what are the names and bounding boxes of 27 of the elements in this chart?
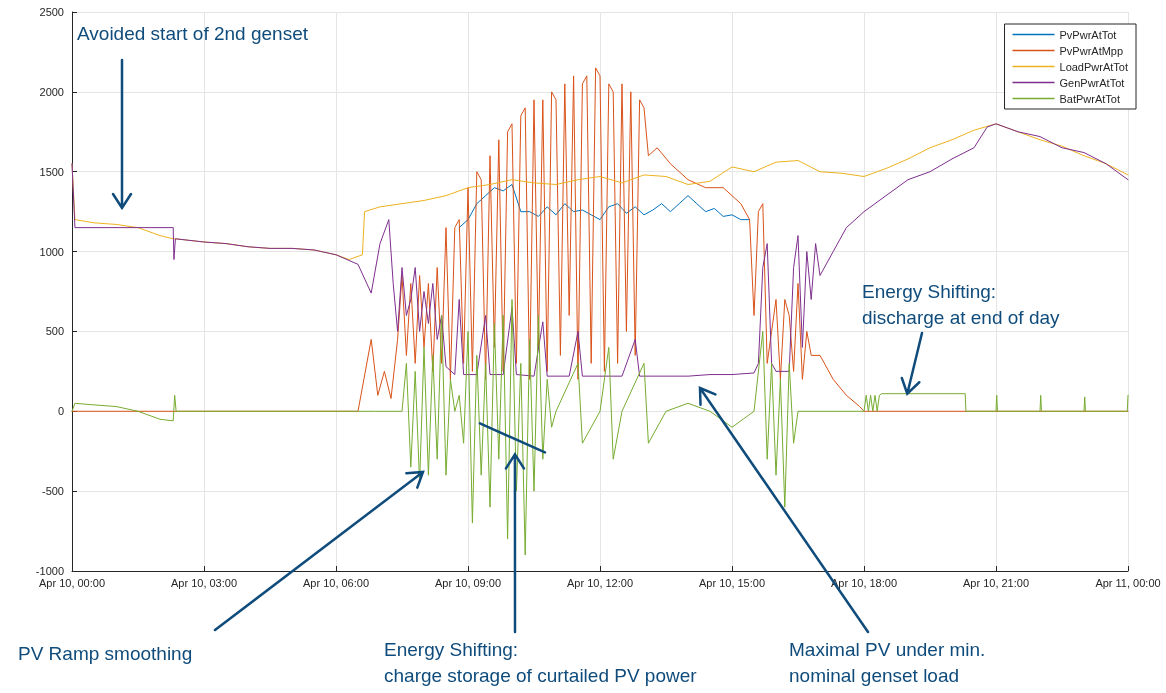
x-tick-label: Apr 10, 03:00 xyxy=(170,576,238,589)
legend-label: BatPwrAtTot xyxy=(1059,92,1121,105)
y-tick-label: 2000 xyxy=(39,85,64,98)
line-series xyxy=(458,183,751,229)
x-tick-label: Apr 10, 15:00 xyxy=(698,576,766,589)
y-tick-label: 1500 xyxy=(39,165,64,178)
y-tick-label: 2500 xyxy=(39,6,64,18)
annotation: Energy Shifting: charge storage of curtailed PV power xyxy=(384,638,698,686)
annotation: Avoided start of 2nd genset xyxy=(77,22,309,44)
x-tick-label: Apr 10, 12:00 xyxy=(566,576,634,589)
x-tick-label: Apr 10, 09:00 xyxy=(434,576,502,589)
x-tick-label: Apr 10, 00:00 xyxy=(38,576,106,589)
legend-label: LoadPwrAtTot xyxy=(1059,60,1128,73)
x-tick-label: Apr 10, 06:00 xyxy=(302,576,370,589)
text: Maximal PV under min. nominal genset load xyxy=(789,638,986,686)
x-tick-label: Apr 10, 21:00 xyxy=(962,576,1030,589)
legend-label: GenPwrAtTot xyxy=(1059,76,1125,89)
y-tick-label: 0 xyxy=(57,405,64,418)
y-tick-label: -1000 xyxy=(35,565,64,577)
x-tick-label: Apr 11, 00:00 xyxy=(1095,576,1161,589)
legend-label: PvPwrAtTot xyxy=(1059,28,1117,41)
annotation: Energy Shifting: discharge at end of day xyxy=(862,280,1061,328)
legend-label: PvPwrAtMpp xyxy=(1059,44,1124,57)
y-tick-label: 1000 xyxy=(39,245,64,258)
y-tick-label: -500 xyxy=(41,485,64,498)
text: PV Ramp smoothing xyxy=(18,642,193,664)
y-tick-label: 500 xyxy=(45,325,64,338)
